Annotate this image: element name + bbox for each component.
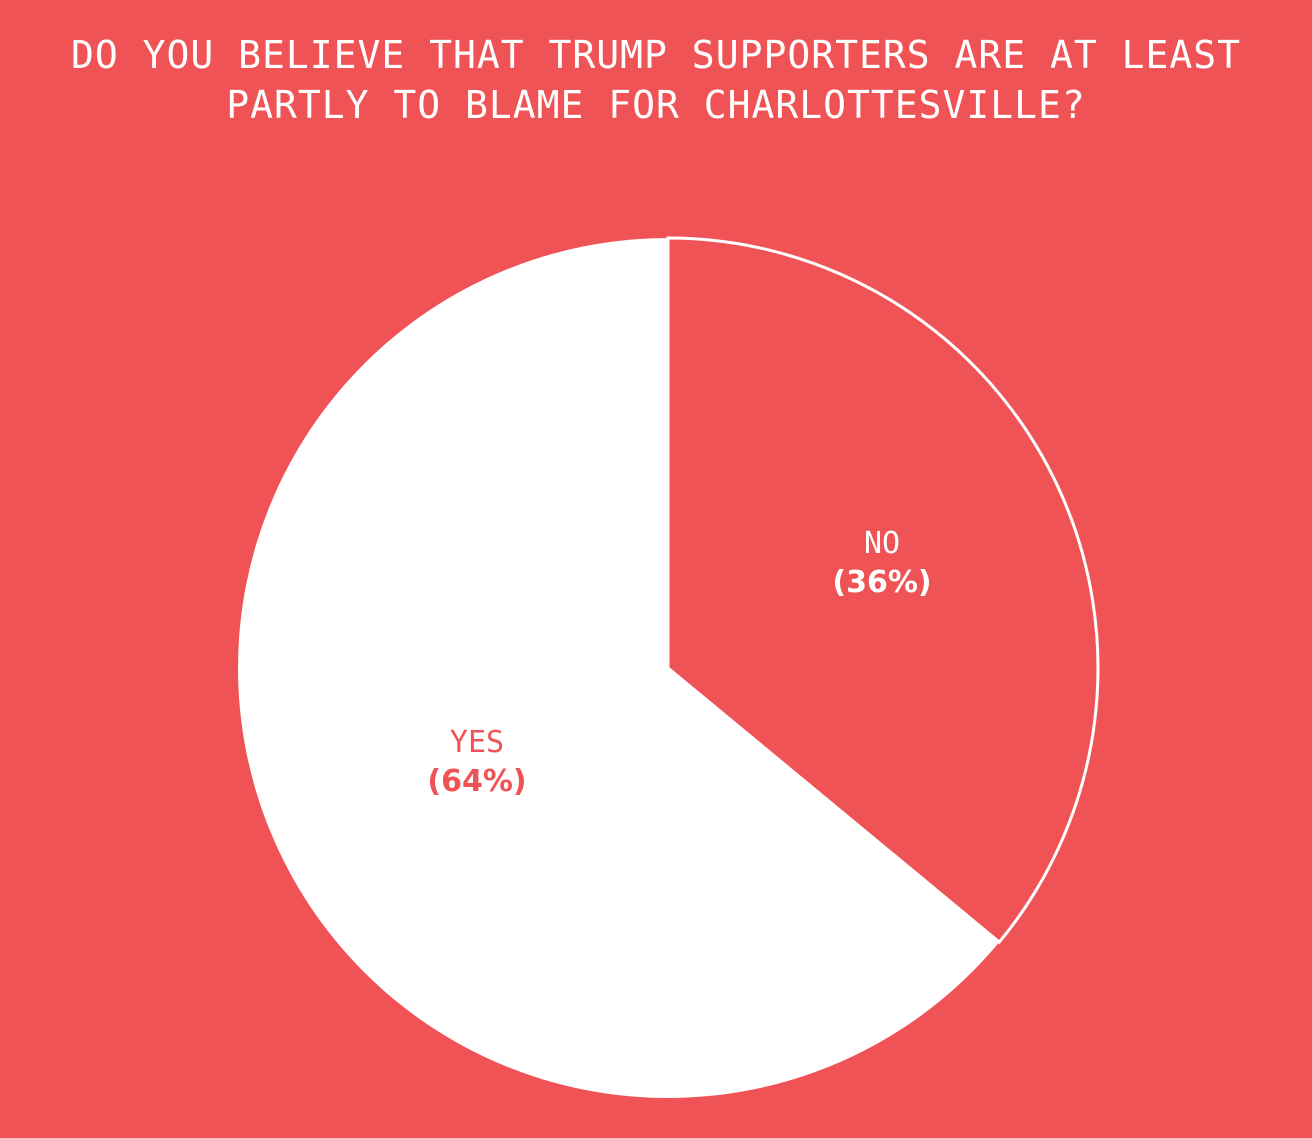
label-yes-percent: (64%) (427, 764, 527, 799)
chart-title-line-2: PARTLY TO BLAME FOR CHARLOTTESVILLE? (226, 83, 1086, 127)
chart-title: DO YOU BELIEVE THAT TRUMP SUPPORTERS ARE… (0, 30, 1312, 130)
label-no-name: NO (863, 526, 901, 561)
pie-slice-no (666, 236, 1100, 945)
label-yes: YES (64%) (377, 724, 577, 802)
label-no: NO (36%) (782, 525, 982, 603)
chart-title-line-1: DO YOU BELIEVE THAT TRUMP SUPPORTERS ARE… (70, 33, 1242, 77)
label-no-percent: (36%) (832, 565, 932, 600)
label-yes-name: YES (449, 725, 505, 760)
